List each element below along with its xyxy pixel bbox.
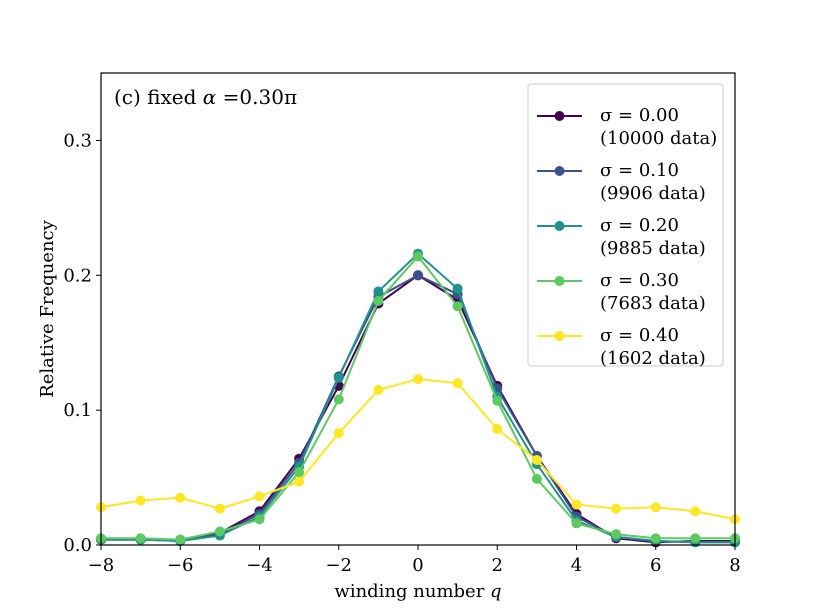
legend-swatch-marker	[554, 221, 565, 231]
data-point	[175, 534, 186, 545]
legend-series-name: σ = 0.00	[600, 105, 679, 126]
data-point	[373, 286, 384, 297]
data-point	[413, 251, 423, 262]
data-point	[611, 503, 622, 514]
series-3	[96, 251, 740, 545]
data-point	[492, 424, 503, 435]
legend-item: σ = 0.40(1602 data)	[537, 325, 706, 369]
data-point	[373, 295, 384, 306]
x-tick-label: 6	[650, 555, 661, 576]
x-tick-label: −6	[167, 555, 194, 576]
data-point	[333, 394, 344, 405]
data-point	[333, 372, 344, 383]
legend-count-label: (7683 data)	[600, 293, 706, 314]
data-point	[571, 518, 582, 529]
data-point	[571, 499, 582, 510]
x-tick-label: −4	[246, 555, 273, 576]
legend-item: σ = 0.00(10000 data)	[537, 105, 717, 149]
data-point	[413, 374, 423, 385]
data-point	[611, 529, 622, 540]
annotation: (c) fixed α =0.30π	[114, 85, 297, 109]
series-layer	[96, 248, 740, 548]
data-point	[492, 395, 503, 406]
data-point	[690, 506, 701, 517]
y-tick-label: 0.0	[63, 535, 92, 556]
series-4	[96, 374, 740, 525]
x-tick-label: 4	[571, 555, 582, 576]
legend-count-label: (10000 data)	[600, 128, 717, 149]
data-point	[531, 473, 542, 484]
data-point	[452, 301, 463, 312]
legend-count-label: (1602 data)	[600, 348, 706, 369]
legend-series-name: σ = 0.30	[600, 270, 679, 291]
data-point	[254, 514, 265, 525]
data-point	[254, 491, 265, 502]
data-point	[333, 428, 344, 439]
legend-swatch-marker	[554, 276, 565, 286]
legend-count-label: (9906 data)	[600, 183, 706, 204]
legend-item: σ = 0.20(9885 data)	[537, 215, 706, 259]
x-axis: −8 −6 −4 −2 0 2 4 6 8	[88, 545, 741, 576]
data-point	[452, 283, 463, 294]
data-point	[690, 533, 701, 544]
y-tick-label: 0.2	[63, 265, 92, 286]
y-tick-label: 0.3	[63, 130, 92, 151]
x-tick-label: 8	[729, 555, 740, 576]
x-axis-label: winding number q	[334, 581, 501, 602]
data-point	[135, 495, 146, 506]
legend-item: σ = 0.10(9906 data)	[537, 160, 706, 204]
x-tick-label: 2	[492, 555, 503, 576]
data-point	[175, 492, 186, 503]
data-point	[650, 533, 661, 544]
legend-swatch-marker	[554, 111, 565, 121]
legend-count-label: (9885 data)	[600, 238, 706, 259]
x-tick-label: 0	[412, 555, 423, 576]
legend-item: σ = 0.30(7683 data)	[537, 270, 706, 314]
legend-series-name: σ = 0.40	[600, 325, 679, 346]
data-point	[413, 270, 423, 281]
data-point	[650, 502, 661, 513]
data-point	[373, 384, 384, 395]
legend-series-name: σ = 0.10	[600, 160, 679, 181]
data-point	[214, 503, 225, 514]
data-point	[294, 476, 305, 487]
y-axis: 0.0 0.1 0.2 0.3	[63, 130, 101, 556]
legend-series-name: σ = 0.20	[600, 215, 679, 236]
y-axis-label: Relative Frequency	[37, 219, 58, 397]
legend-frame	[527, 83, 724, 367]
x-tick-label: −8	[88, 555, 115, 576]
legend-swatch-marker	[554, 166, 565, 176]
legend: σ = 0.00(10000 data)σ = 0.10(9906 data)σ…	[527, 83, 724, 369]
x-tick-label: −2	[325, 555, 352, 576]
data-point	[294, 467, 305, 478]
data-point	[135, 533, 146, 544]
data-point	[531, 455, 542, 466]
y-tick-label: 0.1	[63, 400, 92, 421]
data-point	[214, 526, 225, 537]
data-point	[452, 378, 463, 389]
legend-swatch-marker	[554, 331, 565, 341]
